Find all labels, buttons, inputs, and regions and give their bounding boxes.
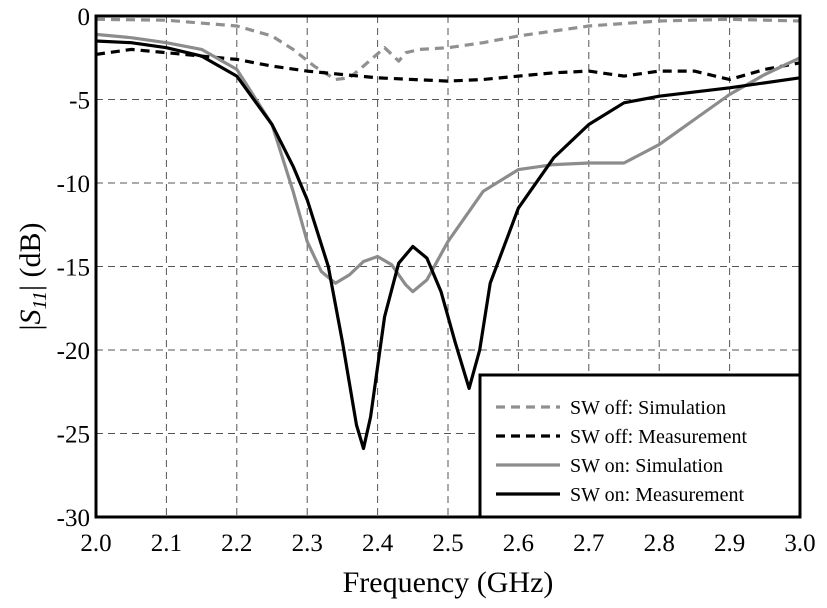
x-tick-label: 2.1: [151, 530, 182, 557]
series-line-4: [95, 39, 801, 451]
legend: SW off: Simulation SW off: Measurement SW …: [478, 373, 802, 519]
y-tick-label: 0: [78, 4, 91, 31]
x-tick-label: 2.4: [362, 530, 394, 557]
x-tick-labels: 2.0 2.1 2.2 2.3 2.4 2.5 2.6 2.7 2.8 2.9 3.0: [80, 530, 815, 557]
series-lines: [95, 17, 801, 451]
x-tick-label: 2.6: [503, 530, 534, 557]
y-axis-label-pre: |: [14, 325, 47, 331]
x-tick-label: 2.2: [221, 530, 252, 557]
y-tick-label: -30: [57, 505, 90, 532]
x-tick-label: 2.9: [714, 530, 745, 557]
y-axis-label-var: S: [14, 310, 47, 325]
y-tick-label: -20: [57, 338, 90, 365]
y-axis-label-sub: 11: [29, 291, 51, 310]
y-axis-label-post: | (dB): [14, 222, 47, 291]
x-tick-label: 2.7: [573, 530, 604, 557]
y-tick-labels: 0 -5 -10 -15 -20 -25 -30: [57, 4, 90, 532]
plot-frame: [94, 14, 802, 519]
grid-lines: [96, 16, 800, 517]
x-tick-label: 2.8: [644, 530, 675, 557]
series-line-1: [95, 17, 801, 82]
y-tick-label: -10: [57, 171, 90, 198]
legend-label: SW on: Measurement: [570, 484, 744, 506]
y-axis-label: |S11| (dB): [14, 222, 51, 330]
x-axis-label: Frequency (GHz): [343, 566, 554, 599]
series-line-2: [95, 47, 801, 83]
x-tick-label: 2.0: [80, 530, 111, 557]
x-tick-label: 2.3: [292, 530, 323, 557]
y-tick-label: -15: [57, 255, 90, 282]
legend-label: SW on: Simulation: [570, 455, 723, 477]
legend-label: SW off: Simulation: [570, 397, 726, 419]
y-tick-label: -25: [57, 422, 90, 449]
x-tick-label: 2.5: [432, 530, 463, 557]
legend-label: SW off: Measurement: [570, 426, 747, 448]
series-line-3: [95, 32, 801, 294]
x-tick-label: 3.0: [784, 530, 815, 557]
y-tick-label: -5: [69, 88, 90, 115]
